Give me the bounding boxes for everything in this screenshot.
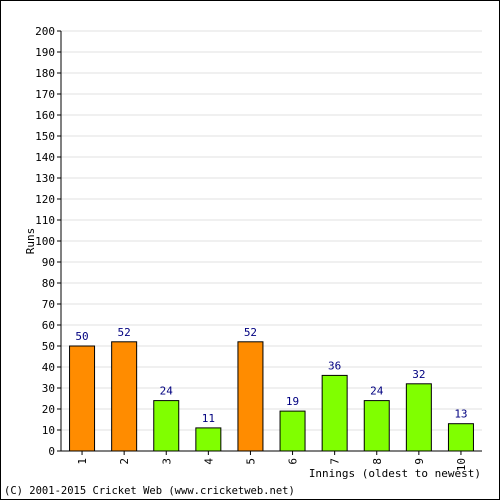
y-tick-label: 30: [42, 382, 55, 395]
y-tick-label: 90: [42, 256, 55, 269]
y-tick-label: 110: [35, 214, 55, 227]
data-label: 50: [75, 330, 88, 343]
y-tick-label: 50: [42, 340, 55, 353]
y-axis-ticks: 0 10 20 30 40 50 60 70 80 90 100 110 120 130 140 150 160…: [35, 25, 61, 458]
bar: [111, 341, 138, 452]
y-tick-label: 150: [35, 130, 55, 143]
y-tick-label: 140: [35, 151, 55, 164]
x-tick-label: 5: [244, 458, 257, 465]
data-labels: 50 52 24 11 52 19 36 24 32 13: [75, 326, 467, 425]
y-tick-label: 170: [35, 88, 55, 101]
y-tick-label: 180: [35, 67, 55, 80]
y-axis-label: Runs: [24, 228, 37, 255]
y-tick-label: 20: [42, 403, 55, 416]
data-label: 32: [412, 368, 425, 381]
x-tick-label: 8: [371, 458, 384, 465]
bar: [447, 423, 474, 452]
data-label: 13: [454, 408, 467, 421]
x-tick-label: 6: [287, 458, 300, 465]
x-tick-label: 10: [455, 458, 468, 471]
data-label: 36: [328, 359, 341, 372]
data-label: 24: [160, 385, 174, 398]
x-axis-label: Innings (oldest to newest): [309, 467, 481, 480]
gridlines: [61, 30, 482, 431]
bar: [279, 410, 306, 452]
y-tick-label: 130: [35, 172, 55, 185]
bar: [363, 400, 390, 452]
x-tick-label: 9: [413, 458, 426, 465]
x-tick-label: 4: [202, 458, 215, 465]
axes: [60, 31, 482, 452]
bar: [405, 383, 432, 452]
bar: [237, 341, 264, 452]
y-tick-label: 120: [35, 193, 55, 206]
data-label: 52: [118, 326, 131, 339]
x-tick-label: 7: [329, 458, 342, 465]
data-label: 52: [244, 326, 257, 339]
bar: [153, 400, 180, 452]
y-tick-label: 200: [35, 25, 55, 38]
data-label: 19: [286, 395, 299, 408]
x-tick-label: 3: [160, 458, 173, 465]
y-tick-label: 160: [35, 109, 55, 122]
copyright-footer: (C) 2001-2015 Cricket Web (www.cricketwe…: [4, 485, 295, 497]
y-tick-label: 10: [42, 424, 55, 437]
y-tick-label: 0: [48, 445, 55, 458]
bars: [69, 341, 474, 452]
data-label: 11: [202, 412, 215, 425]
y-tick-label: 80: [42, 277, 55, 290]
bar: [69, 345, 96, 452]
y-tick-label: 40: [42, 361, 55, 374]
bar: [195, 427, 222, 452]
y-tick-label: 190: [35, 46, 55, 59]
x-tick-label: 1: [76, 458, 89, 465]
x-tick-label: 2: [118, 458, 131, 465]
data-label: 24: [370, 385, 384, 398]
y-tick-label: 70: [42, 298, 55, 311]
y-tick-label: 100: [35, 235, 55, 248]
bar: [321, 374, 348, 452]
y-tick-label: 60: [42, 319, 55, 332]
x-axis-ticks: 1 2 3 4 5 6 7 8 9 10: [76, 451, 468, 471]
